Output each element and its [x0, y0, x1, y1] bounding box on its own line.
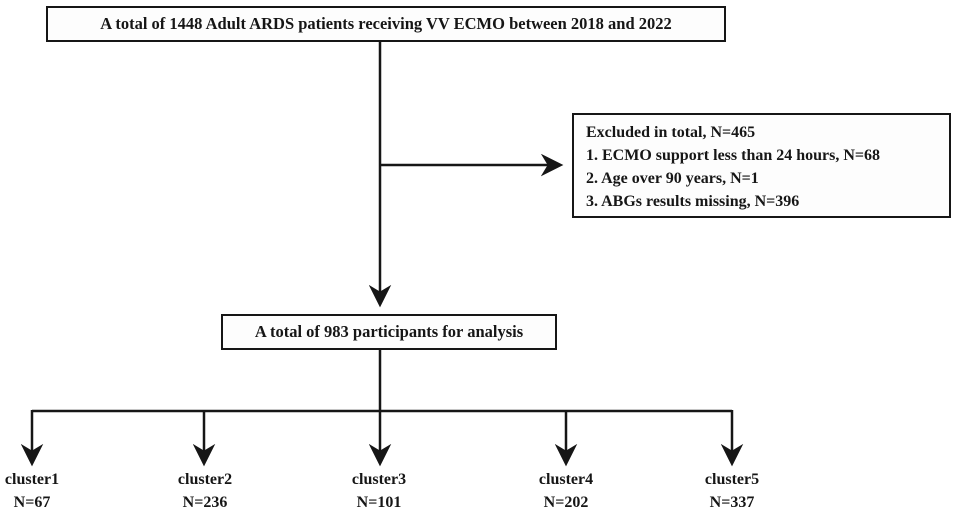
- cluster-4-label: cluster4: [538, 471, 594, 488]
- cluster-2-count: N=236: [182, 494, 228, 511]
- cluster-1-label: cluster1: [4, 471, 60, 488]
- excluded-item-1: 1. ECMO support less than 24 hours, N=68: [586, 147, 881, 164]
- cluster-3-count: N=101: [356, 494, 402, 511]
- cluster-1-count: N=67: [13, 494, 51, 511]
- cluster-2: cluster2 N=236: [140, 468, 270, 514]
- cluster-2-label: cluster2: [177, 471, 233, 488]
- excluded-item-3: 3. ABGs results missing, N=396: [586, 193, 800, 210]
- cluster-5: cluster5 N=337: [667, 468, 797, 514]
- cluster-3: cluster3 N=101: [314, 468, 444, 514]
- cluster-5-count: N=337: [709, 494, 755, 511]
- excluded-title: Excluded in total, N=465: [586, 124, 756, 141]
- cluster-3-label: cluster3: [351, 471, 407, 488]
- cluster-5-label: cluster5: [704, 471, 760, 488]
- total-patients-box: A total of 1448 Adult ARDS patients rece…: [46, 6, 726, 42]
- total-patients-text: A total of 1448 Adult ARDS patients rece…: [100, 14, 672, 33]
- analysis-text: A total of 983 participants for analysis: [254, 322, 524, 341]
- cluster-4-count: N=202: [543, 494, 589, 511]
- analysis-box: A total of 983 participants for analysis: [221, 314, 557, 350]
- cluster-4: cluster4 N=202: [501, 468, 631, 514]
- excluded-box: Excluded in total, N=465 1. ECMO support…: [572, 113, 951, 218]
- excluded-item-2: 2. Age over 90 years, N=1: [586, 170, 759, 187]
- cluster-1: cluster1 N=67: [0, 468, 97, 514]
